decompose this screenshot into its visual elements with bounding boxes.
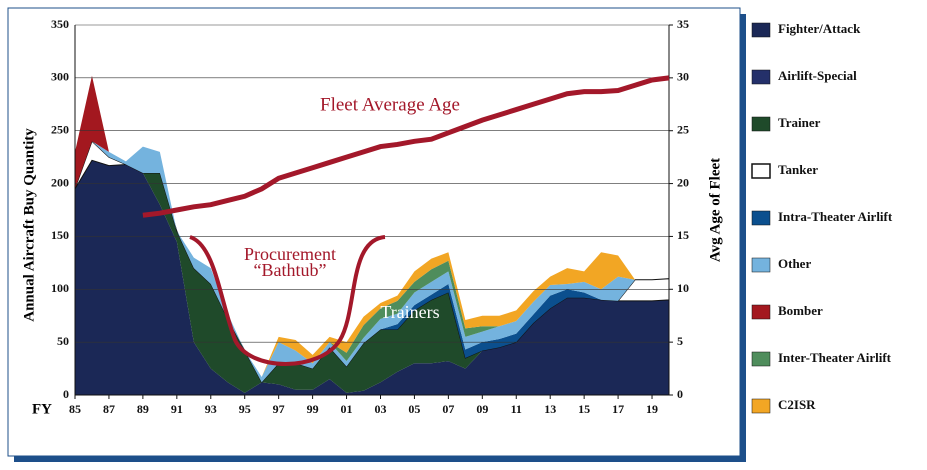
x-tick-label: 11 (511, 402, 522, 416)
x-tick-label: 89 (137, 402, 149, 416)
legend-swatch (751, 210, 771, 226)
legend-swatch (751, 69, 771, 85)
y-axis-label: Annual Aircraft Buy Quantity (21, 128, 37, 322)
y2-tick-label: 35 (677, 17, 689, 31)
x-tick-label: 01 (341, 402, 353, 416)
x-tick-label: 97 (273, 402, 285, 416)
x-tick-label: 05 (408, 402, 420, 416)
legend-panel (746, 8, 927, 456)
x-tick-label: 13 (544, 402, 556, 416)
x-tick-label: 07 (442, 402, 454, 416)
legend-label: Inter-Theater Airlift (778, 350, 892, 365)
y2-tick-label: 10 (677, 281, 689, 295)
legend-swatch (751, 22, 771, 38)
y2-tick-label: 20 (677, 175, 689, 189)
line (142, 75, 670, 218)
legend-swatch (751, 351, 771, 367)
y-tick-label: 350 (51, 17, 69, 31)
annotation: Procurement (244, 244, 336, 264)
y-tick-label: 50 (57, 334, 69, 348)
line-label: Fleet Average Age (320, 94, 460, 115)
area (75, 141, 669, 383)
y2-tick-label: 25 (677, 122, 689, 136)
legend-label: Intra-Theater Airlift (778, 209, 893, 224)
area (75, 160, 669, 393)
y-tick-label: 200 (51, 175, 69, 189)
x-tick-label: 87 (103, 402, 115, 416)
x-tick-label: 91 (171, 402, 183, 416)
y-tick-label: 0 (63, 387, 69, 401)
legend-label: Tanker (778, 162, 818, 177)
x-tick-label: 93 (205, 402, 217, 416)
y2-tick-label: 5 (677, 334, 683, 348)
annotation: Trainers (380, 302, 439, 322)
x-tick-label: 03 (374, 402, 386, 416)
x-tick-label: 19 (646, 402, 658, 416)
annotation: “Bathtub” (254, 260, 327, 280)
legend-label: Bomber (778, 303, 823, 318)
bathtub-curve (189, 235, 386, 366)
area (75, 75, 669, 378)
y2-tick-label: 30 (677, 70, 689, 84)
y-tick-label: 100 (51, 281, 69, 295)
legend-swatch (751, 398, 771, 414)
y2-axis-label: Avg Age of Fleet (707, 158, 723, 262)
y-tick-label: 300 (51, 70, 69, 84)
x-tick-label: 95 (239, 402, 251, 416)
x-tick-label: 09 (476, 402, 488, 416)
legend-label: Other (778, 256, 811, 271)
x-tick-label: 17 (612, 402, 624, 416)
legend-label: Trainer (778, 115, 821, 130)
legend-swatch (751, 163, 771, 179)
legend-label: Fighter/Attack (778, 21, 861, 36)
legend-label: Airlift-Special (778, 68, 857, 83)
x-axis-label: FY (32, 401, 52, 417)
legend-label: C2ISR (778, 397, 816, 412)
y2-tick-label: 0 (677, 387, 683, 401)
legend-swatch (751, 304, 771, 320)
x-tick-label: 85 (69, 402, 81, 416)
x-tick-label: 15 (578, 402, 590, 416)
legend-swatch (751, 116, 771, 132)
y2-tick-label: 15 (677, 228, 689, 242)
y-tick-label: 250 (51, 122, 69, 136)
x-tick-label: 99 (307, 402, 319, 416)
y-tick-label: 150 (51, 228, 69, 242)
legend-swatch (751, 257, 771, 273)
